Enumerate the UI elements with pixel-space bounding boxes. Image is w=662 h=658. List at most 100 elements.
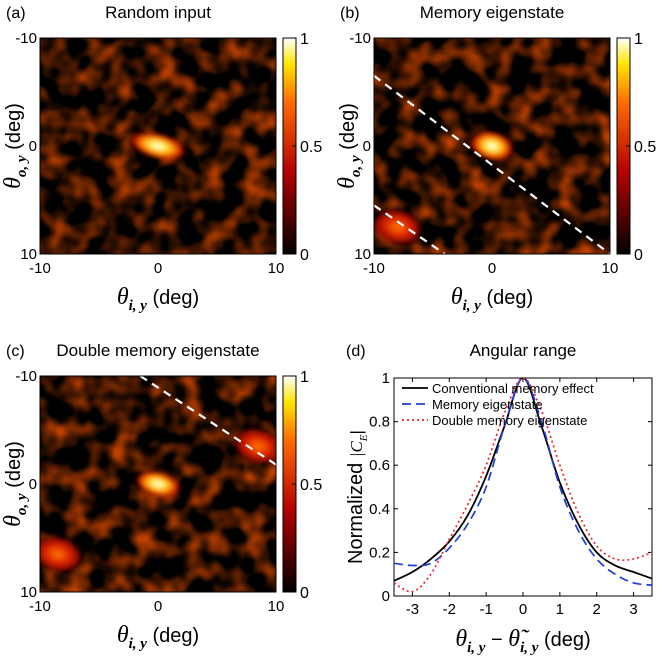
y-tick-label: 0 (29, 476, 37, 493)
y-tick-label: 0.8 (369, 414, 390, 431)
y-tick-label: 0 (382, 588, 390, 605)
y-tick-label: -10 (15, 368, 37, 385)
panel-letter: (c) (6, 343, 25, 360)
legend-entry: Conventional memory effect (432, 381, 594, 396)
axis-label-subscript: i, y (129, 298, 148, 314)
colorbar-tick-label: 0.5 (634, 139, 656, 156)
colorbar-tick-label: 1 (300, 31, 309, 48)
series-curves (394, 378, 652, 593)
x-tick-label: 0 (154, 260, 162, 277)
axis-label-unit: (deg) (337, 103, 359, 155)
x-tick-label: 2 (593, 601, 601, 618)
y-tick-label: 10 (20, 584, 37, 601)
axis-label-symbol: θ (0, 515, 26, 527)
plot-frame (373, 37, 611, 255)
colorbar-tick-label: 0.5 (300, 139, 322, 156)
y-tick-label: 10 (20, 246, 37, 263)
x-tick-label: -10 (363, 260, 385, 277)
x-tick-label: -2 (443, 601, 456, 618)
x-tick-label: -3 (406, 601, 419, 618)
colorbar-tick-label: 0 (300, 585, 309, 602)
series-line-1 (394, 378, 652, 582)
x-tick-label: -10 (29, 260, 51, 277)
x-axis-label: θi, y (deg) (451, 284, 533, 314)
x-tick-label: -10 (29, 598, 51, 615)
axis-label-subscript: i, y (467, 640, 486, 656)
y-axis-label-text: Normalized (345, 457, 367, 564)
axis-label-minus: − (485, 629, 508, 651)
plot-frame (39, 37, 277, 255)
memory-dashed-line (374, 204, 446, 254)
axis-label-symbol: θ (117, 284, 129, 310)
axis-label-subscript: i, y (463, 298, 482, 314)
y-tick-label: 0.6 (369, 457, 390, 474)
x-tick-label: 0 (488, 260, 496, 277)
series-line-2 (394, 378, 652, 586)
axis-label-unit: (deg) (147, 287, 199, 309)
series-line-3 (394, 378, 652, 593)
axis-label-unit: (deg) (3, 103, 25, 155)
heatmap-image (374, 38, 610, 254)
y-tick-label: 10 (354, 246, 371, 263)
panel-letter: (a) (6, 5, 26, 22)
axis-label-unit: (deg) (538, 629, 590, 651)
y-tick-label: 0 (29, 138, 37, 155)
secondary-peak (232, 427, 276, 465)
secondary-peak (374, 208, 424, 246)
axis-label-symbol: θ (0, 177, 26, 189)
x-tick-label: 0 (519, 601, 527, 618)
colorbar-tick-label: 0 (300, 247, 309, 264)
y-tick-label: 1 (382, 370, 390, 387)
panel-title: Random input (105, 3, 211, 22)
heatmap-image (40, 376, 276, 592)
panel-title: Angular range (470, 341, 577, 360)
secondary-peak (40, 535, 84, 573)
main-peak (469, 130, 515, 162)
y-tick-label: -10 (15, 30, 37, 47)
y-axis-label: Normalized |CE| (345, 430, 370, 564)
colorbar-tick-label: 0.5 (300, 477, 322, 494)
x-tick-label: 0 (154, 598, 162, 615)
axis-label-unit: (deg) (481, 287, 533, 309)
x-axis-label: θi, y (deg) (117, 622, 199, 652)
y-axis-label-symbol: |C (347, 441, 366, 458)
axis-label-subscript: o, y (14, 493, 30, 515)
y-tick-label: 0.4 (369, 501, 390, 518)
axis-label-subscript: i, y (129, 636, 148, 652)
colorbar-tick-label: 0 (634, 247, 643, 264)
axis-label-symbol: θ (334, 177, 360, 189)
heatmap-image (40, 38, 276, 254)
y-axis-label: θo, y (deg) (0, 103, 30, 189)
legend-entry: Double memory eigenstate (432, 413, 587, 428)
y-tick-label: 0.2 (369, 544, 390, 561)
main-peak (134, 470, 182, 498)
y-tick-label: 0 (363, 138, 371, 155)
axis-label-unit: (deg) (147, 625, 199, 647)
axis-label-unit: (deg) (3, 441, 25, 493)
colorbar-tick-label: 1 (634, 31, 643, 48)
panel-letter: (d) (346, 343, 366, 360)
y-axis-label: θo, y (deg) (0, 441, 30, 527)
colorbar-tick-label: 1 (300, 369, 309, 386)
x-tick-label: 10 (268, 598, 285, 615)
y-tick-label: -10 (349, 30, 371, 47)
x-tick-label: 10 (602, 260, 619, 277)
axis-label-symbol: θ (451, 284, 463, 310)
panel-letter: (b) (340, 5, 360, 22)
panel-title: Double memory eigenstate (56, 341, 259, 360)
main-peak (128, 131, 188, 161)
x-tick-label: 10 (268, 260, 285, 277)
x-axis-label: θi, y (deg) (117, 284, 199, 314)
y-axis-label: θo, y (deg) (334, 103, 364, 189)
axis-label-symbol: θ (455, 626, 467, 652)
axis-label-subscript-2: i, y (520, 640, 539, 656)
axis-label-subscript: o, y (348, 155, 364, 177)
x-tick-label: 3 (629, 601, 637, 618)
y-axis-label-subscript: E (358, 434, 370, 442)
memory-dashed-line (374, 74, 610, 254)
